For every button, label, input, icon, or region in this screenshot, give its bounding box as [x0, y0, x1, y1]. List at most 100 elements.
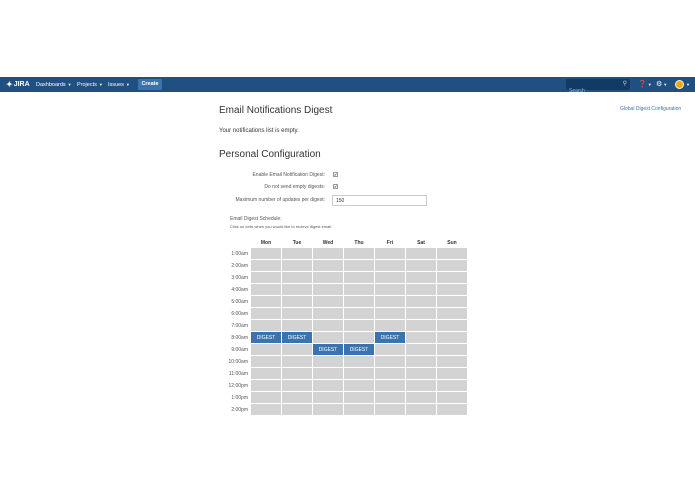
schedule-cell[interactable] [282, 392, 312, 403]
nav-issues[interactable]: Issues ▼ [108, 77, 130, 92]
schedule-cell[interactable]: DIGEST [375, 332, 405, 343]
schedule-cell[interactable] [313, 380, 343, 391]
create-button[interactable]: Create [138, 79, 162, 90]
schedule-cell[interactable] [406, 296, 436, 307]
schedule-cell[interactable] [282, 284, 312, 295]
schedule-cell[interactable] [375, 284, 405, 295]
schedule-cell[interactable] [344, 284, 374, 295]
enable-digest-checkbox[interactable]: ✔ [333, 172, 338, 177]
help-menu[interactable]: ❓▼ [638, 77, 652, 92]
schedule-cell[interactable] [313, 356, 343, 367]
schedule-cell[interactable] [375, 356, 405, 367]
settings-menu[interactable]: ⚙▼ [656, 77, 667, 92]
schedule-cell[interactable] [406, 272, 436, 283]
schedule-cell[interactable] [437, 392, 467, 403]
schedule-cell[interactable] [313, 392, 343, 403]
schedule-cell[interactable] [437, 272, 467, 283]
schedule-cell[interactable] [406, 392, 436, 403]
schedule-cell[interactable] [251, 284, 281, 295]
schedule-cell[interactable] [251, 344, 281, 355]
schedule-cell[interactable]: DIGEST [251, 332, 281, 343]
schedule-cell[interactable] [251, 308, 281, 319]
schedule-cell[interactable] [251, 392, 281, 403]
schedule-cell[interactable] [313, 404, 343, 415]
schedule-cell[interactable] [282, 260, 312, 271]
global-digest-configuration-link[interactable]: Global Digest Configuration [620, 106, 682, 112]
schedule-cell[interactable] [251, 272, 281, 283]
schedule-cell[interactable] [344, 296, 374, 307]
schedule-cell[interactable] [375, 368, 405, 379]
schedule-cell[interactable] [406, 248, 436, 259]
schedule-cell[interactable] [282, 248, 312, 259]
no-empty-digests-checkbox[interactable]: ✔ [333, 184, 338, 189]
schedule-cell[interactable] [251, 368, 281, 379]
nav-projects[interactable]: Projects ▼ [77, 77, 103, 92]
schedule-cell[interactable] [313, 368, 343, 379]
schedule-cell[interactable] [375, 260, 405, 271]
schedule-cell[interactable] [282, 296, 312, 307]
schedule-cell[interactable] [313, 284, 343, 295]
schedule-cell[interactable] [282, 320, 312, 331]
schedule-cell[interactable] [437, 368, 467, 379]
schedule-cell[interactable] [282, 356, 312, 367]
schedule-cell[interactable] [344, 248, 374, 259]
schedule-cell[interactable] [406, 284, 436, 295]
schedule-cell[interactable] [251, 404, 281, 415]
nav-dashboards[interactable]: Dashboards ▼ [36, 77, 72, 92]
schedule-cell[interactable] [375, 296, 405, 307]
schedule-cell[interactable] [406, 380, 436, 391]
user-avatar[interactable] [675, 80, 684, 89]
schedule-cell[interactable] [437, 344, 467, 355]
chevron-down-icon[interactable]: ▼ [686, 82, 690, 87]
schedule-cell[interactable] [437, 320, 467, 331]
schedule-cell[interactable] [375, 272, 405, 283]
schedule-cell[interactable] [313, 296, 343, 307]
schedule-cell[interactable] [437, 248, 467, 259]
schedule-cell[interactable] [344, 272, 374, 283]
schedule-cell[interactable] [375, 320, 405, 331]
jira-logo[interactable]: ✦ JIRA [6, 77, 30, 92]
schedule-cell[interactable] [437, 260, 467, 271]
schedule-cell[interactable] [344, 380, 374, 391]
schedule-cell[interactable] [313, 260, 343, 271]
schedule-cell[interactable] [344, 392, 374, 403]
schedule-cell[interactable] [437, 356, 467, 367]
schedule-cell[interactable] [406, 332, 436, 343]
schedule-cell[interactable] [406, 344, 436, 355]
schedule-cell[interactable]: DIGEST [282, 332, 312, 343]
schedule-cell[interactable] [437, 332, 467, 343]
schedule-cell[interactable] [313, 272, 343, 283]
schedule-cell[interactable] [282, 344, 312, 355]
schedule-cell[interactable] [251, 248, 281, 259]
schedule-cell[interactable] [282, 272, 312, 283]
schedule-cell[interactable] [437, 284, 467, 295]
schedule-cell[interactable] [375, 404, 405, 415]
schedule-cell[interactable] [251, 260, 281, 271]
schedule-cell[interactable] [437, 296, 467, 307]
schedule-cell[interactable] [437, 380, 467, 391]
schedule-cell[interactable] [406, 404, 436, 415]
schedule-cell[interactable] [375, 344, 405, 355]
search-input[interactable] [566, 85, 616, 97]
schedule-cell[interactable] [406, 308, 436, 319]
schedule-cell[interactable] [344, 332, 374, 343]
schedule-cell[interactable] [344, 356, 374, 367]
schedule-cell[interactable] [344, 308, 374, 319]
schedule-cell[interactable] [344, 368, 374, 379]
schedule-cell[interactable] [251, 356, 281, 367]
schedule-cell[interactable] [251, 380, 281, 391]
schedule-cell[interactable] [406, 368, 436, 379]
schedule-cell[interactable] [313, 248, 343, 259]
schedule-cell[interactable] [406, 320, 436, 331]
schedule-cell[interactable] [282, 368, 312, 379]
schedule-cell[interactable] [282, 308, 312, 319]
schedule-cell[interactable] [344, 260, 374, 271]
schedule-cell[interactable] [344, 320, 374, 331]
schedule-cell[interactable] [375, 380, 405, 391]
schedule-cell[interactable] [344, 404, 374, 415]
schedule-cell[interactable] [375, 248, 405, 259]
schedule-cell[interactable] [313, 308, 343, 319]
schedule-cell[interactable] [282, 380, 312, 391]
schedule-cell[interactable]: DIGEST [313, 344, 343, 355]
schedule-cell[interactable] [375, 392, 405, 403]
